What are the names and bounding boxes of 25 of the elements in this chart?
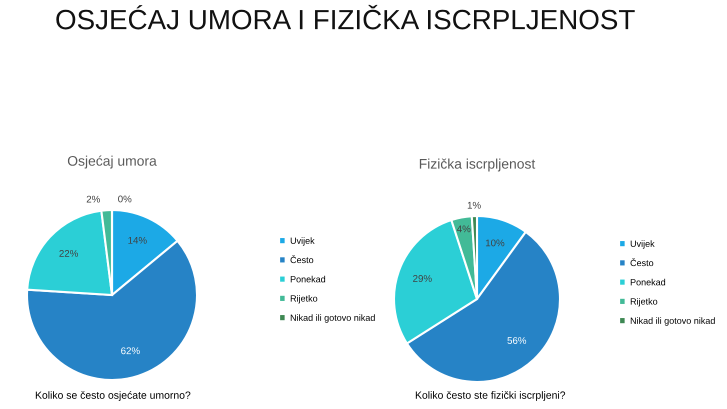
data-label: 14% [128,236,147,244]
legend-label: Rijetko [630,298,658,306]
data-label: 56% [507,337,526,344]
legend-label: Često [290,255,314,264]
chart-title: Fizička iscrpljenost [420,158,536,172]
data-label: 1% [468,202,481,209]
data-label: 2% [86,196,100,203]
legend-label: Često [630,258,654,266]
text: 0% [118,196,132,202]
data-label: 10% [486,239,504,246]
legend-label: Uvijek [290,237,315,246]
legend-label: Nikad ili gotovo nikad [290,314,375,323]
chart-title: Osjećaj umora [68,155,157,169]
text: Koliko često ste fizički iscrpljeni? [416,391,566,401]
legend-label: Uvijek [630,240,655,249]
data-label: 22% [59,250,78,257]
data-label: 4% [456,225,470,232]
text: Koliko se često osjećate umorno? [36,391,190,401]
legend-label: Rijetko [290,295,318,304]
text: OSJEĆAJ UMORA I FIZIČKA ISCRPLJENOST [56,4,635,30]
legend-label: Ponekad [290,276,326,282]
data-label: 29% [413,275,432,282]
legend-label: Nikad ili gotovo nikad [630,317,715,326]
data-label: 62% [121,347,140,354]
legend-label: Ponekad [630,278,666,286]
